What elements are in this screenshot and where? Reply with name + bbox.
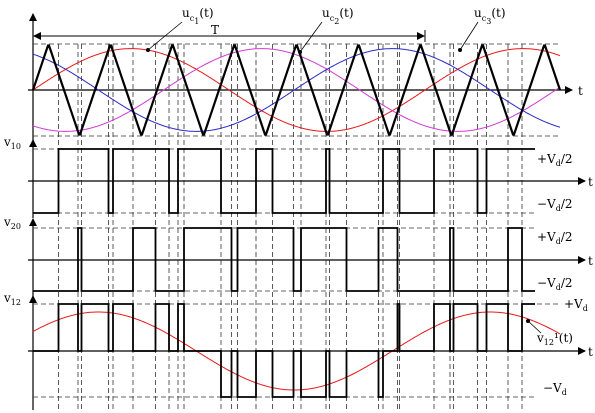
v12-label: v12 [3,291,21,307]
v10-pos-label: +Vd/2 [537,152,573,168]
panel-carrier: uc1(t) uc2(t) uc3(t) T t [28,6,583,140]
uc2-label: uc2(t) [322,6,354,26]
uc3-label: uc3(t) [474,6,506,26]
reference-uc2-curve [32,48,561,132]
period-label: T [211,23,219,37]
v10-neg-label: −Vd/2 [537,197,573,213]
uc1-label: uc1(t) [182,6,214,26]
uc3-pointer [459,21,479,51]
v20-label: v20 [3,215,21,231]
v12-pulse-train [33,303,535,398]
uc1-pointer [147,21,183,51]
v20-pulse-train [33,227,535,292]
v12-curve-pointer [527,320,542,334]
v12-curve-label: v12¹(t) [536,331,573,347]
t-axis-label-2: t [588,175,593,189]
triangular-carrier [31,44,562,136]
panel-v10: v10 +Vd/2 −Vd/2 t [3,135,593,218]
panel-v12: v12 +Vd v12¹(t) −Vd t [3,291,593,410]
t-axis-label-4: t [588,345,593,359]
v12-pos-label: +Vd [564,297,588,313]
v20-pos-label: +Vd/2 [537,230,573,246]
t-axis-label-1: t [578,84,583,98]
uc1-dot [146,48,150,52]
uc2-pointer [299,21,323,53]
v20-neg-label: −Vd/2 [537,276,573,292]
uc2-dot [298,50,302,54]
v12-curve-dot [526,319,530,323]
t-axis-label-3: t [588,254,593,268]
panel-v20: v20 +Vd/2 −Vd/2 t [3,215,593,296]
reference-uc3-curve [32,48,561,132]
v12-neg-label: −Vd [543,381,567,397]
v12-fundamental-curve [32,311,561,391]
reference-uc1-curve [32,48,561,132]
uc3-dot [458,48,462,52]
v10-label: v10 [3,135,21,151]
v10-pulse-train [33,148,535,214]
